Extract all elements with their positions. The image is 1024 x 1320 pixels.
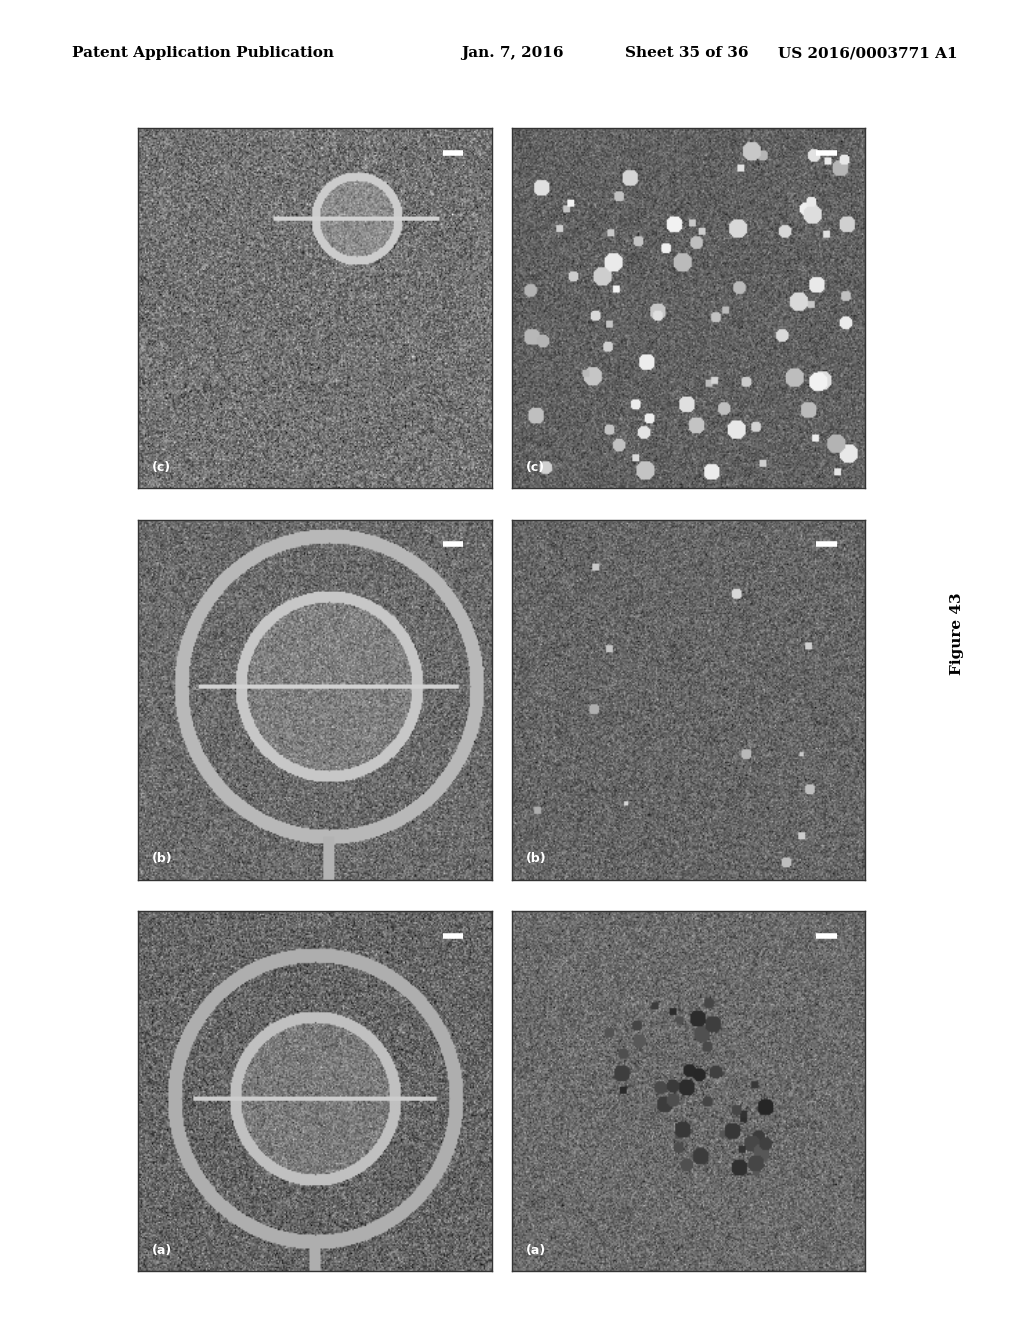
Text: (c): (c)	[153, 461, 171, 474]
Text: (b): (b)	[526, 853, 547, 865]
Text: (c): (c)	[526, 461, 545, 474]
Text: (b): (b)	[153, 853, 173, 865]
Text: Jan. 7, 2016: Jan. 7, 2016	[461, 46, 563, 61]
Text: (a): (a)	[153, 1243, 173, 1257]
Text: Patent Application Publication: Patent Application Publication	[72, 46, 334, 61]
Text: Sheet 35 of 36: Sheet 35 of 36	[625, 46, 749, 61]
Text: US 2016/0003771 A1: US 2016/0003771 A1	[778, 46, 957, 61]
Text: (a): (a)	[526, 1243, 547, 1257]
Text: Figure 43: Figure 43	[950, 593, 965, 675]
